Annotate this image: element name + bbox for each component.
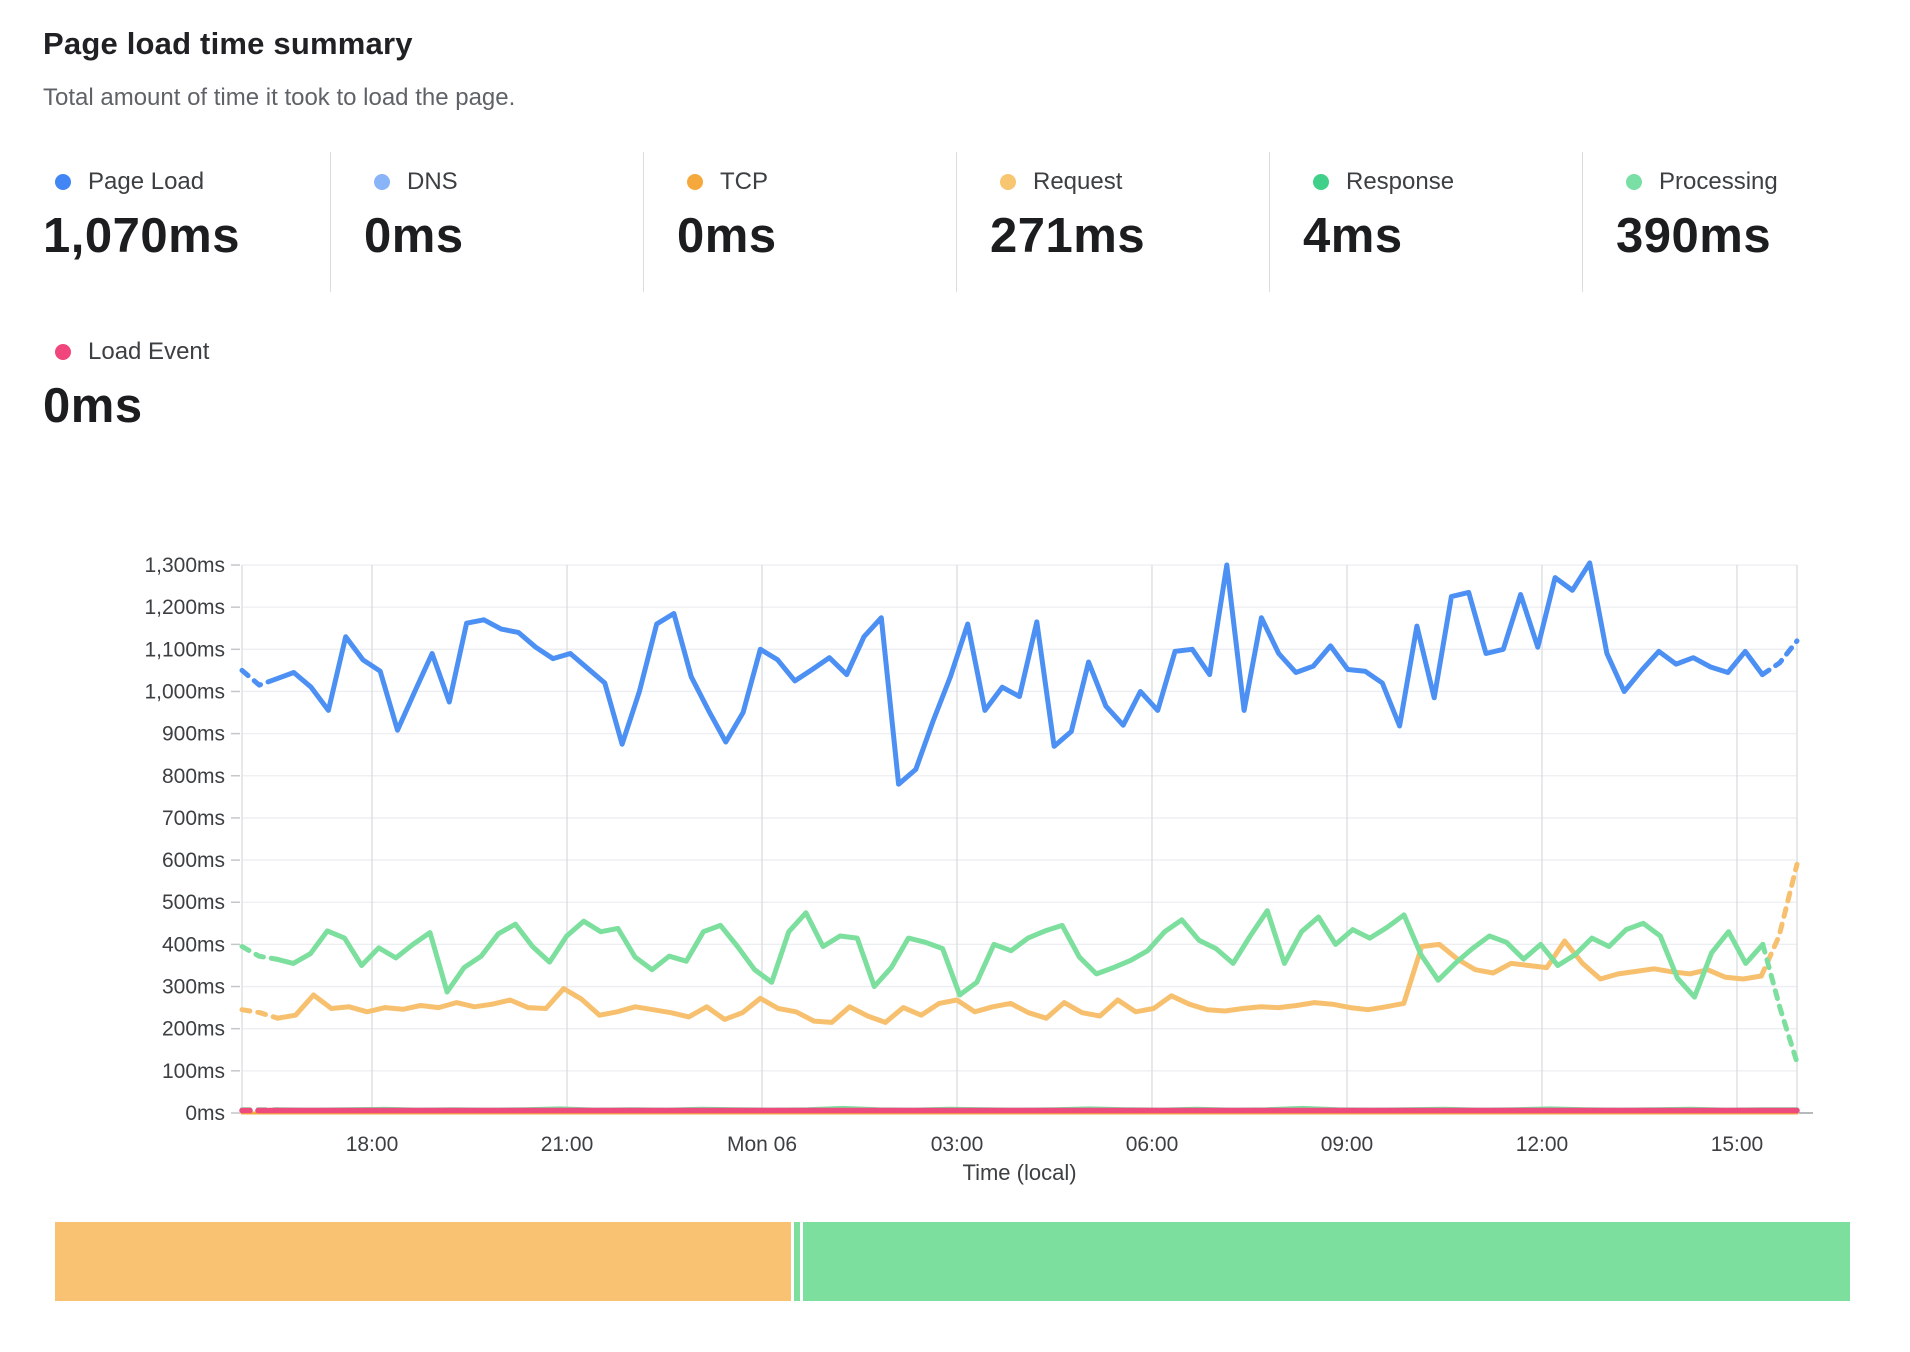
y-tick-label: 1,200ms bbox=[144, 596, 225, 619]
metric-value: 0ms bbox=[43, 379, 143, 433]
x-axis-title: Time (local) bbox=[962, 1160, 1077, 1185]
summary-tile-page-load[interactable]: Page Load 1,070ms bbox=[43, 152, 330, 292]
metric-value: 4ms bbox=[1303, 209, 1403, 263]
metric-value: 0ms bbox=[677, 209, 777, 263]
summary-tile-header: Request bbox=[990, 168, 1269, 196]
y-tick-label: 600ms bbox=[162, 849, 225, 872]
metric-label: DNS bbox=[407, 168, 458, 195]
series-line-processing bbox=[273, 908, 1766, 1000]
x-tick-label: 03:00 bbox=[931, 1133, 984, 1156]
series-line-page-load bbox=[239, 667, 280, 688]
x-tick-label: 18:00 bbox=[346, 1133, 399, 1156]
y-tick-label: 500ms bbox=[162, 891, 225, 914]
timeline-segment-request-span bbox=[55, 1222, 791, 1301]
summary-tile-header: Processing bbox=[1616, 168, 1895, 196]
metric-label: Response bbox=[1346, 168, 1455, 195]
metric-label: Processing bbox=[1659, 168, 1778, 195]
y-tick-label: 800ms bbox=[162, 765, 225, 788]
metric-value: 0ms bbox=[364, 209, 464, 263]
series-line-request bbox=[275, 938, 1764, 1025]
summary-tile-header: DNS bbox=[364, 168, 643, 196]
x-tick-label: 21:00 bbox=[541, 1133, 594, 1156]
summary-tile-header: TCP bbox=[677, 168, 956, 196]
metric-value: 1,070ms bbox=[43, 209, 240, 263]
metric-label: Page Load bbox=[88, 168, 205, 195]
page-load-dot-icon bbox=[55, 174, 71, 190]
summary-tile-processing[interactable]: Processing 390ms bbox=[1582, 152, 1895, 292]
load-event-dot-icon bbox=[55, 344, 71, 360]
series-line-processing bbox=[239, 944, 279, 962]
y-tick-label: 900ms bbox=[162, 723, 225, 746]
y-tick-label: 200ms bbox=[162, 1018, 225, 1041]
series-line-page-load bbox=[274, 560, 1765, 787]
y-tick-label: 700ms bbox=[162, 807, 225, 830]
response-dot-icon bbox=[1313, 174, 1329, 190]
summary-tile-load-event[interactable]: Load Event 0ms bbox=[43, 322, 330, 462]
y-tick-label: 1,000ms bbox=[144, 680, 225, 703]
timeline-segment-processing-span bbox=[803, 1222, 1850, 1301]
x-tick-label: 06:00 bbox=[1126, 1133, 1179, 1156]
x-tick-label: Mon 06 bbox=[727, 1133, 797, 1156]
series-line-request bbox=[239, 1007, 281, 1021]
timeline-segment-processing-sliver bbox=[793, 1222, 801, 1301]
summary-tile-tcp[interactable]: TCP 0ms bbox=[643, 152, 956, 292]
summary-tile-header: Response bbox=[1303, 168, 1582, 196]
y-tick-label: 0ms bbox=[185, 1102, 225, 1125]
summary-tile-header: Page Load bbox=[43, 168, 330, 196]
status-timeline-bar[interactable] bbox=[55, 1222, 1863, 1301]
y-tick-label: 400ms bbox=[162, 933, 225, 956]
page-title: Page load time summary bbox=[43, 26, 413, 61]
page-load-time-chart[interactable]: 0ms 100ms 200ms 300ms 400ms 500ms 600ms 700ms 80… bbox=[85, 430, 1845, 1210]
summary-tile-header: Load Event bbox=[43, 338, 330, 366]
tcp-dot-icon bbox=[687, 174, 703, 190]
summary-tiles-row-2: Load Event 0ms bbox=[43, 322, 330, 462]
page-subtitle: Total amount of time it took to load the… bbox=[43, 84, 516, 111]
summary-tile-response[interactable]: Response 4ms bbox=[1269, 152, 1582, 292]
series-line-processing bbox=[1760, 941, 1800, 1065]
x-tick-label: 12:00 bbox=[1516, 1133, 1569, 1156]
timeseries-chart-svg[interactable]: 0ms 100ms 200ms 300ms 400ms 500ms 600ms 700ms 80… bbox=[85, 430, 1845, 1210]
summary-tile-dns[interactable]: DNS 0ms bbox=[330, 152, 643, 292]
request-dot-icon bbox=[1000, 174, 1016, 190]
y-tick-label: 1,300ms bbox=[144, 554, 225, 577]
summary-tile-request[interactable]: Request 271ms bbox=[956, 152, 1269, 292]
metric-label: Load Event bbox=[88, 338, 210, 365]
metric-value: 390ms bbox=[1616, 209, 1772, 263]
metric-label: TCP bbox=[720, 168, 768, 195]
metric-value: 271ms bbox=[990, 209, 1146, 263]
y-tick-label: 100ms bbox=[162, 1060, 225, 1083]
dns-dot-icon bbox=[374, 174, 390, 190]
processing-dot-icon bbox=[1626, 174, 1642, 190]
y-tick-label: 1,100ms bbox=[144, 638, 225, 661]
x-tick-label: 09:00 bbox=[1321, 1133, 1374, 1156]
x-tick-label: 15:00 bbox=[1711, 1133, 1764, 1156]
y-tick-label: 300ms bbox=[162, 976, 225, 999]
summary-tiles-row-1: Page Load 1,070ms DNS 0ms TCP 0ms Reques… bbox=[43, 152, 1895, 292]
metric-label: Request bbox=[1033, 168, 1123, 195]
series-line-page-load bbox=[1759, 638, 1800, 678]
